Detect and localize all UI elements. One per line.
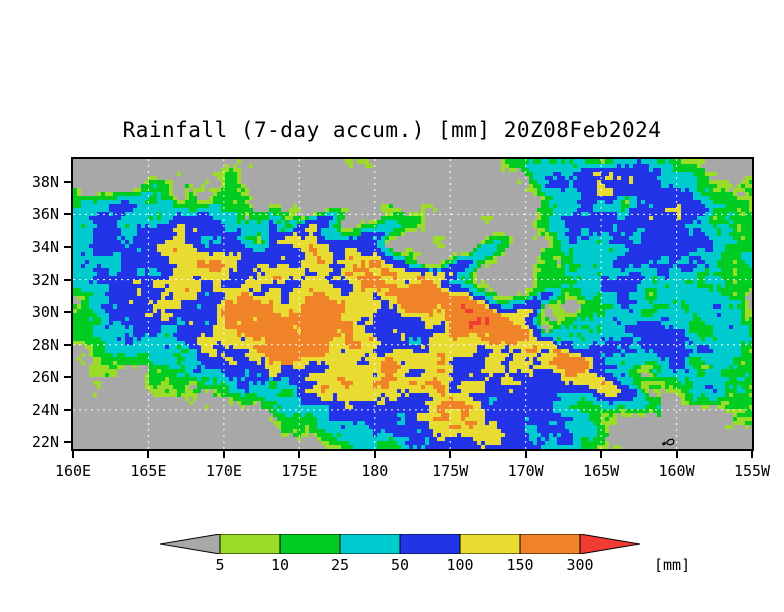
colorbar-over-arrow xyxy=(579,534,640,554)
colorbar-tick-label: 25 xyxy=(330,556,350,574)
colorbar-block xyxy=(399,534,461,554)
colorbar-block xyxy=(339,534,401,554)
colorbar-under-arrow xyxy=(160,534,221,554)
longitude-tick-mark xyxy=(675,451,678,458)
latitude-tick-mark xyxy=(64,311,71,314)
map-plot-area xyxy=(71,157,754,451)
longitude-tick-label: 175W xyxy=(432,462,469,480)
longitude-tick-mark xyxy=(373,451,376,458)
latitude-tick-mark xyxy=(64,278,71,281)
latitude-tick-label: 30N xyxy=(31,303,59,322)
latitude-tick-label: 36N xyxy=(31,205,59,224)
colorbar-tick-label: 300 xyxy=(566,556,594,574)
longitude-tick-mark xyxy=(524,451,527,458)
colorbar-block xyxy=(459,534,521,554)
latitude-tick-mark xyxy=(64,408,71,411)
longitude-tick-mark xyxy=(72,451,74,458)
colorbar-unit-label: [mm] xyxy=(654,556,691,574)
longitude-tick-label: 175E xyxy=(281,462,318,480)
colorbar-tick-label: 10 xyxy=(270,556,290,574)
longitude-tick-mark xyxy=(222,451,225,458)
latitude-tick-label: 24N xyxy=(31,400,59,419)
page-title: Rainfall (7-day accum.) [mm] 20Z08Feb202… xyxy=(122,118,662,142)
latitude-tick-label: 28N xyxy=(31,335,59,354)
colorbar-tick-label: 150 xyxy=(506,556,534,574)
colorbar-tick-label: 50 xyxy=(390,556,410,574)
latitude-tick-mark xyxy=(64,180,71,183)
longitude-tick-label: 160W xyxy=(658,462,695,480)
colorbar-tick-label: 5 xyxy=(215,556,225,574)
longitude-tick-mark xyxy=(449,451,452,458)
rainfall-colorbar xyxy=(160,534,640,554)
longitude-tick-label: 170W xyxy=(507,462,544,480)
longitude-tick-label: 155W xyxy=(733,462,771,480)
longitude-tick-label: 170E xyxy=(205,462,242,480)
longitude-tick-mark xyxy=(751,451,753,458)
colorbar-swatches xyxy=(160,534,640,554)
colorbar-tick-label: 100 xyxy=(446,556,474,574)
latitude-tick-label: 38N xyxy=(31,172,59,191)
rainfall-raster xyxy=(73,159,752,449)
latitude-tick-label: 22N xyxy=(31,433,59,452)
longitude-tick-mark xyxy=(298,451,301,458)
longitude-tick-label: 180 xyxy=(361,462,389,480)
longitude-tick-mark xyxy=(147,451,150,458)
latitude-tick-mark xyxy=(64,343,71,346)
latitude-tick-label: 32N xyxy=(31,270,59,289)
longitude-tick-mark xyxy=(600,451,603,458)
latitude-tick-label: 26N xyxy=(31,368,59,387)
colorbar-block xyxy=(279,534,341,554)
latitude-tick-label: 34N xyxy=(31,237,59,256)
latitude-tick-mark xyxy=(64,441,71,444)
colorbar-block xyxy=(519,534,581,554)
latitude-tick-mark xyxy=(64,376,71,379)
longitude-tick-label: 165E xyxy=(130,462,167,480)
longitude-tick-label: 165W xyxy=(583,462,620,480)
colorbar-block xyxy=(219,534,281,554)
longitude-tick-label: 160E xyxy=(54,462,92,480)
latitude-tick-mark xyxy=(64,213,71,216)
latitude-tick-mark xyxy=(64,245,71,248)
